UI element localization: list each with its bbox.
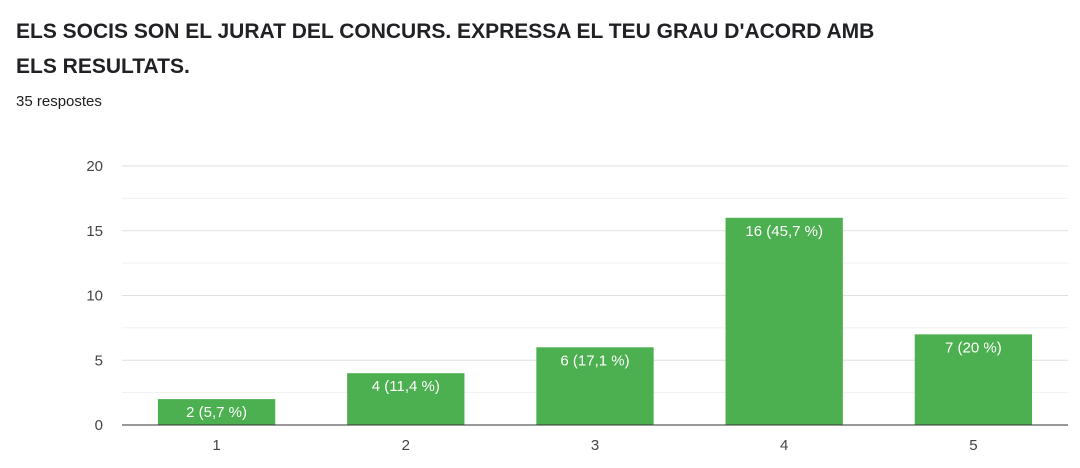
y-tick-label: 20 (86, 158, 103, 175)
bar-data-label: 2 (5,7 %) (186, 404, 247, 421)
bar[interactable] (157, 399, 276, 425)
y-axis-ticks: 0 5 10 15 20 (86, 158, 103, 434)
bar[interactable] (536, 347, 654, 425)
bars: 2 (5,7 %) 4 (11,4 %) 6 (17,1 %) 16 (45,7 %)… (157, 217, 1033, 425)
bar-data-label: 6 (17,1 %) (560, 352, 629, 369)
bar[interactable] (914, 334, 1033, 425)
x-axis-ticks: 1 2 3 4 5 (212, 437, 977, 454)
x-tick-label: 2 (402, 437, 410, 454)
response-count: 35 respostes (16, 93, 102, 110)
bar-data-label: 16 (45,7 %) (745, 223, 823, 240)
y-tick-label: 0 (95, 417, 103, 434)
bar-data-label: 4 (11,4 %) (372, 378, 440, 395)
y-tick-label: 5 (95, 352, 103, 369)
bar-data-label: 7 (20 %) (945, 339, 1002, 356)
x-tick-label: 4 (780, 437, 788, 454)
bar[interactable] (725, 217, 843, 425)
bar[interactable] (347, 373, 465, 425)
x-tick-label: 5 (969, 437, 977, 454)
x-tick-label: 3 (591, 437, 599, 454)
question-title: ELS SOCIS SON EL JURAT DEL CONCURS. EXPR… (16, 20, 875, 78)
x-tick-label: 1 (212, 437, 220, 454)
y-tick-label: 10 (86, 288, 103, 305)
y-tick-label: 15 (86, 223, 103, 240)
